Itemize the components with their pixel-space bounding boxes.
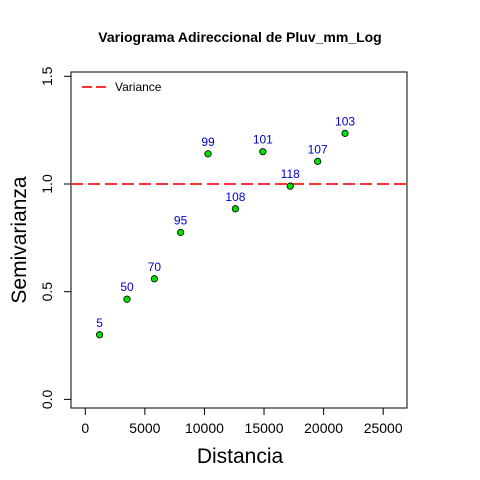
data-point [95,331,104,339]
data-point [123,295,131,303]
data-point [259,148,267,156]
data-point [177,228,185,237]
x-axis: 0 5000 10000 15000 20000 25000 [81,407,403,436]
x-tick-label: 10000 [185,420,224,436]
data-point [341,129,349,137]
point-count-label: 50 [120,280,134,294]
y-tick-label: 0.0 [39,389,55,409]
y-axis-label: Semivarianza [8,176,31,304]
data-point [286,182,294,190]
x-tick-label: 5000 [129,420,160,436]
x-tick-label: 0 [81,420,89,436]
x-tick-label: 20000 [304,420,343,436]
x-axis-label: Distancia [197,445,284,468]
legend-variance-label: Variance [115,80,162,94]
point-count-label: 118 [281,167,300,181]
point-count-label: 108 [225,190,245,204]
data-point [204,150,212,158]
point-count-label: 103 [335,114,355,128]
y-axis: 0.0 0.5 1.0 1.5 [39,66,72,409]
data-point [231,205,240,213]
point-count-label: 70 [148,260,162,274]
point-count-labels: 5 50 70 95 99 108 101 118 107 103 [96,114,355,329]
point-count-label: 107 [308,142,328,156]
point-count-label: 101 [253,133,273,147]
y-tick-label: 1.0 [39,174,55,194]
data-points [95,129,349,339]
plot-frame [70,71,408,409]
y-tick-label: 0.5 [39,282,55,302]
data-point [150,275,159,283]
x-tick-label: 15000 [245,420,284,436]
chart-title: Variograma Adireccional de Pluv_mm_Log [98,29,381,45]
point-count-label: 99 [201,135,215,149]
legend: Variance [82,80,162,94]
point-count-label: 95 [174,213,188,227]
x-tick-label: 25000 [364,420,403,436]
point-count-label: 5 [96,316,103,330]
y-tick-label: 1.5 [39,66,55,86]
data-point [314,157,322,165]
